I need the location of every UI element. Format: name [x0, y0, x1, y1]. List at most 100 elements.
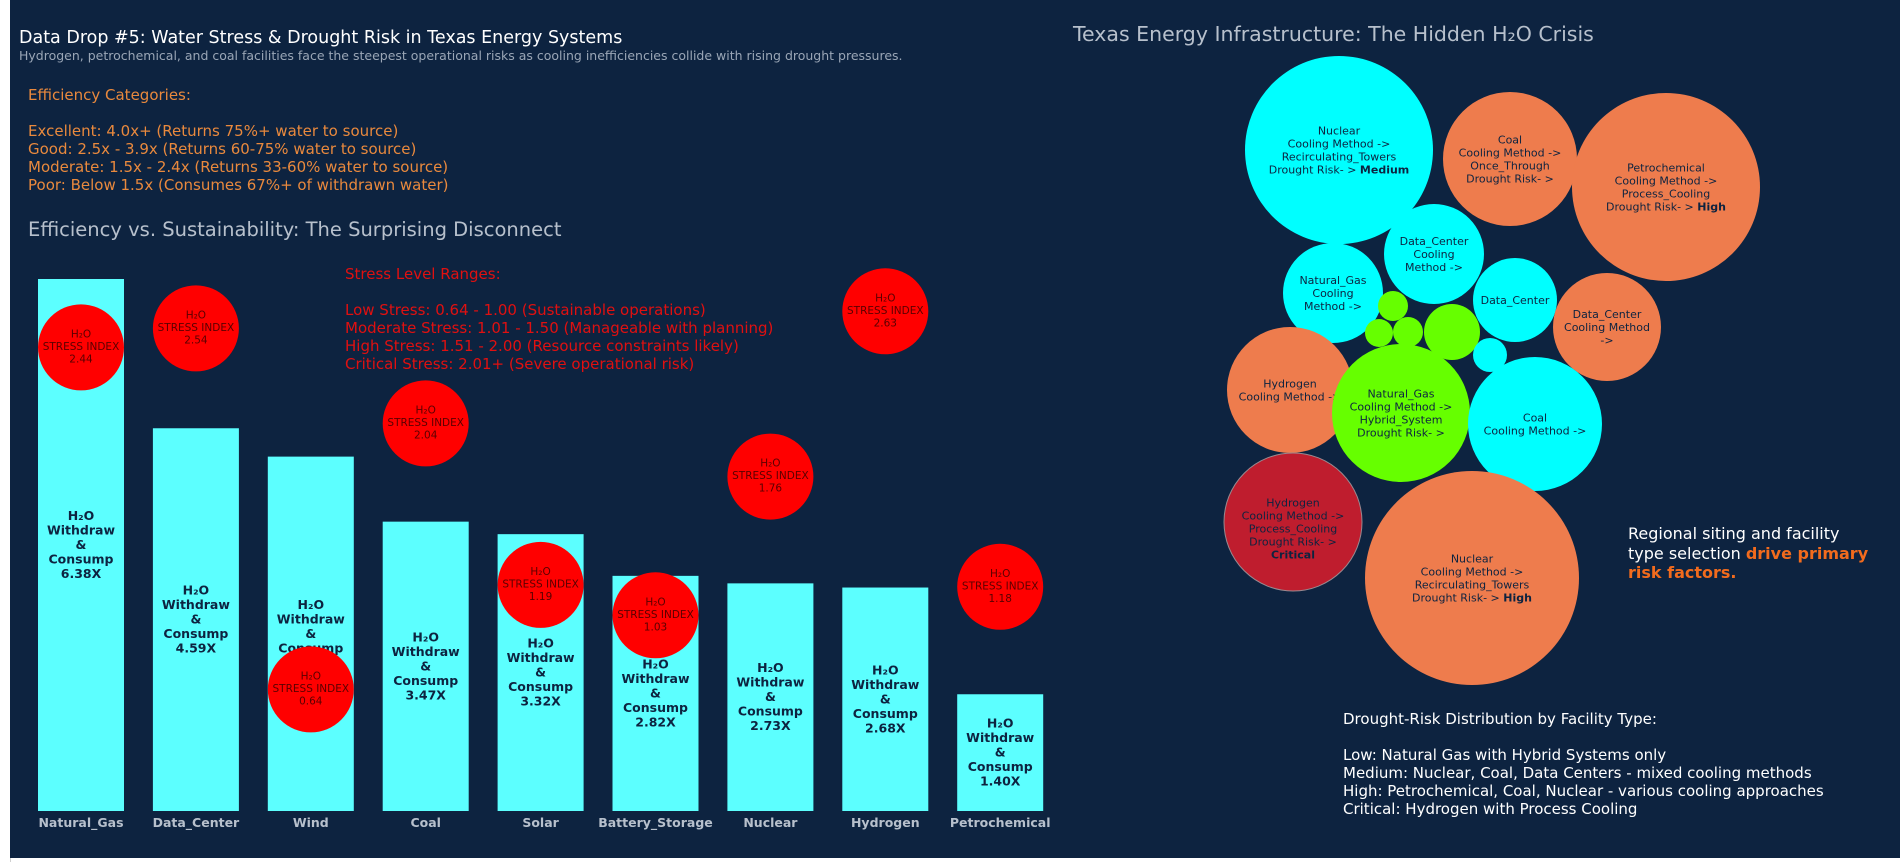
- bar-value-label: H₂O Withdraw & Consump 2.73X: [736, 660, 804, 733]
- bubble-label: Nuclear Cooling Method -> Recirculating_To…: [1412, 553, 1532, 605]
- bubble-coal[interactable]: Coal Cooling Method -> Once_Through Drought…: [1443, 92, 1577, 226]
- efficiency-line: Excellent: 4.0x+ (Returns 75%+ water to …: [28, 122, 399, 140]
- bubble-natural-gas[interactable]: Natural_Gas Cooling Method ->: [1283, 243, 1383, 343]
- bar-data-center[interactable]: [152, 428, 239, 811]
- bubble-nuclear[interactable]: Nuclear Cooling Method -> Recirculating_To…: [1365, 471, 1579, 685]
- bubble-circle[interactable]: [1572, 93, 1760, 281]
- bubble-nuclear[interactable]: Nuclear Cooling Method -> Recirculating_To…: [1245, 56, 1433, 244]
- stress-line: High Stress: 1.51 - 2.00 (Resource const…: [345, 337, 739, 355]
- bubble-label: Coal Cooling Method -> Once_Through Drought…: [1459, 134, 1562, 186]
- bar-coal[interactable]: [382, 521, 469, 811]
- distribution-line: Medium: Nuclear, Coal, Data Centers - mi…: [1343, 764, 1812, 782]
- stress-line: Moderate Stress: 1.01 - 1.50 (Manageable…: [345, 319, 774, 337]
- bubble-circle[interactable]: [1424, 304, 1480, 360]
- bar-value-label: H₂O Withdraw & Consump 6.38X: [47, 508, 115, 581]
- bubble-circle[interactable]: [1227, 327, 1353, 453]
- stress-line: Low Stress: 0.64 - 1.00 (Sustainable ope…: [345, 301, 706, 319]
- distribution-line: High: Petrochemical, Coal, Nuclear - var…: [1343, 782, 1824, 800]
- bar-value-label: H₂O Withdraw & Consump 1.40X: [966, 716, 1034, 789]
- distribution-box: Drought-Risk Distribution by Facility Ty…: [1343, 710, 1824, 818]
- stress-index-label: H₂O STRESS INDEX 2.44: [43, 328, 120, 365]
- stress-circle-data-center[interactable]: [152, 285, 239, 372]
- bubble-label: Natural_Gas Cooling Method ->: [1299, 274, 1366, 313]
- bubble-data-center[interactable]: Data_Center Cooling Method ->: [1384, 204, 1484, 304]
- stress-index-label: H₂O STRESS INDEX 1.18: [962, 568, 1039, 605]
- bubble-label: Petrochemical Cooling Method -> Process_Co…: [1606, 162, 1726, 214]
- efficiency-heading: Efficiency Categories:: [28, 86, 191, 104]
- bubble-circle[interactable]: [1393, 317, 1423, 347]
- stress-index-label: H₂O STRESS INDEX 2.04: [387, 404, 464, 441]
- stress-index-label: H₂O STRESS INDEX 0.64: [273, 670, 350, 707]
- efficiency-line: Good: 2.5x - 3.9x (Returns 60-75% water …: [28, 140, 417, 158]
- bar-nuclear[interactable]: [727, 583, 814, 811]
- bubble-circle[interactable]: [1384, 204, 1484, 304]
- bubble-circle[interactable]: [1473, 258, 1557, 342]
- x-tick-label: Battery_Storage: [598, 815, 713, 831]
- bubble-petrochemical[interactable]: Petrochemical Cooling Method -> Process_Co…: [1572, 93, 1760, 281]
- bubble-circle[interactable]: [1332, 344, 1470, 482]
- bubble-label: Hydrogen Cooling Method -> Process_Cooling…: [1242, 497, 1345, 562]
- efficiency-categories-box: Efficiency Categories: Excellent: 4.0x+ (…: [28, 86, 448, 194]
- bubble-label: Data_Center Cooling Method ->: [1564, 308, 1650, 347]
- efficiency-line: Poor: Below 1.5x (Consumes 67%+ of withd…: [28, 176, 449, 194]
- bubble-hydrogen[interactable]: Hydrogen Cooling Method ->: [1227, 327, 1353, 453]
- stress-circle-hydrogen[interactable]: [842, 268, 929, 355]
- bubble-circle[interactable]: [1283, 243, 1383, 343]
- bar-hydrogen[interactable]: [842, 587, 929, 811]
- bubble-circle[interactable]: [1468, 357, 1602, 491]
- bubble-hydrogen[interactable]: Hydrogen Cooling Method -> Process_Cooling…: [1223, 452, 1363, 592]
- bar-chart: H₂O Withdraw & Consump 6.38X H₂O STRESS INDEX 2…: [38, 268, 1051, 831]
- bubble-label: Natural_Gas Cooling Method -> Hybrid_Syste…: [1350, 388, 1453, 440]
- bar-value-label: H₂O Withdraw & Consump 3.32X: [507, 636, 575, 709]
- bubble-circle[interactable]: [1443, 92, 1577, 226]
- bubble-label: Hydrogen Cooling Method ->: [1239, 378, 1342, 404]
- stress-ranges-box: Stress Level Ranges: Low Stress: 0.64 - 1…: [345, 265, 773, 373]
- bubble-data-center[interactable]: Data_Center Cooling Method ->: [1553, 273, 1661, 381]
- bubble-unlabeled[interactable]: [1365, 319, 1393, 347]
- bar-value-label: H₂O Withdraw & Consump 3.47X: [392, 629, 460, 702]
- regional-line: risk factors.: [1628, 563, 1868, 583]
- bubble-unlabeled[interactable]: [1473, 338, 1507, 372]
- page-subtitle: Hydrogen, petrochemical, and coal facili…: [19, 48, 903, 63]
- x-tick-label: Hydrogen: [851, 815, 920, 830]
- bubble-data-center[interactable]: Data_Center: [1473, 258, 1557, 342]
- stress-circle-battery-storage[interactable]: [612, 572, 699, 659]
- bubble-circle[interactable]: [1473, 338, 1507, 372]
- bar-value-label: H₂O Withdraw & Consump 2.82X: [621, 656, 689, 729]
- regional-text: type selection: [1628, 543, 1746, 563]
- bubble-unlabeled[interactable]: [1424, 304, 1480, 360]
- x-tick-label: Data_Center: [153, 815, 240, 831]
- stress-index-label: H₂O STRESS INDEX 2.63: [847, 292, 924, 329]
- stress-index-label: H₂O STRESS INDEX 1.76: [732, 458, 809, 495]
- stress-index-label: H₂O STRESS INDEX 1.03: [617, 596, 694, 633]
- bubble-circle[interactable]: [1223, 452, 1363, 592]
- stress-circle-petrochemical[interactable]: [957, 543, 1044, 630]
- regional-note: Regional siting and facility type selecti…: [1628, 524, 1868, 583]
- regional-line: type selection drive primary: [1628, 544, 1868, 564]
- x-tick-label: Solar: [522, 815, 559, 830]
- stress-circle-nuclear[interactable]: [727, 433, 814, 520]
- bubble-natural-gas[interactable]: Natural_Gas Cooling Method -> Hybrid_Syste…: [1332, 344, 1470, 482]
- bubble-circle[interactable]: [1378, 291, 1408, 321]
- bar-petrochemical[interactable]: [957, 694, 1044, 811]
- bubble-circle[interactable]: [1553, 273, 1661, 381]
- regional-line: Regional siting and facility: [1628, 524, 1840, 543]
- x-tick-label: Natural_Gas: [38, 815, 123, 831]
- stress-circle-wind[interactable]: [267, 646, 354, 733]
- distribution-heading: Drought-Risk Distribution by Facility Ty…: [1343, 710, 1657, 728]
- page-title: Data Drop #5: Water Stress & Drought Ris…: [19, 28, 623, 48]
- bubble-circle[interactable]: [1365, 319, 1393, 347]
- bubble-unlabeled[interactable]: [1378, 291, 1408, 321]
- bar-chart-title: Efficiency vs. Sustainability: The Surpr…: [28, 218, 562, 241]
- bar-wind[interactable]: [267, 456, 354, 811]
- bubble-circle[interactable]: [1365, 471, 1579, 685]
- x-tick-label: Petrochemical: [950, 815, 1051, 830]
- stress-circle-coal[interactable]: [382, 380, 469, 467]
- bubble-coal[interactable]: Coal Cooling Method ->: [1468, 357, 1602, 491]
- bubble-unlabeled[interactable]: [1393, 317, 1423, 347]
- stress-circle-solar[interactable]: [497, 541, 584, 628]
- bar-value-label: H₂O Withdraw & Consump 4.59X: [162, 583, 230, 656]
- bubble-circle[interactable]: [1245, 56, 1433, 244]
- stress-circle-natural-gas[interactable]: [38, 304, 124, 391]
